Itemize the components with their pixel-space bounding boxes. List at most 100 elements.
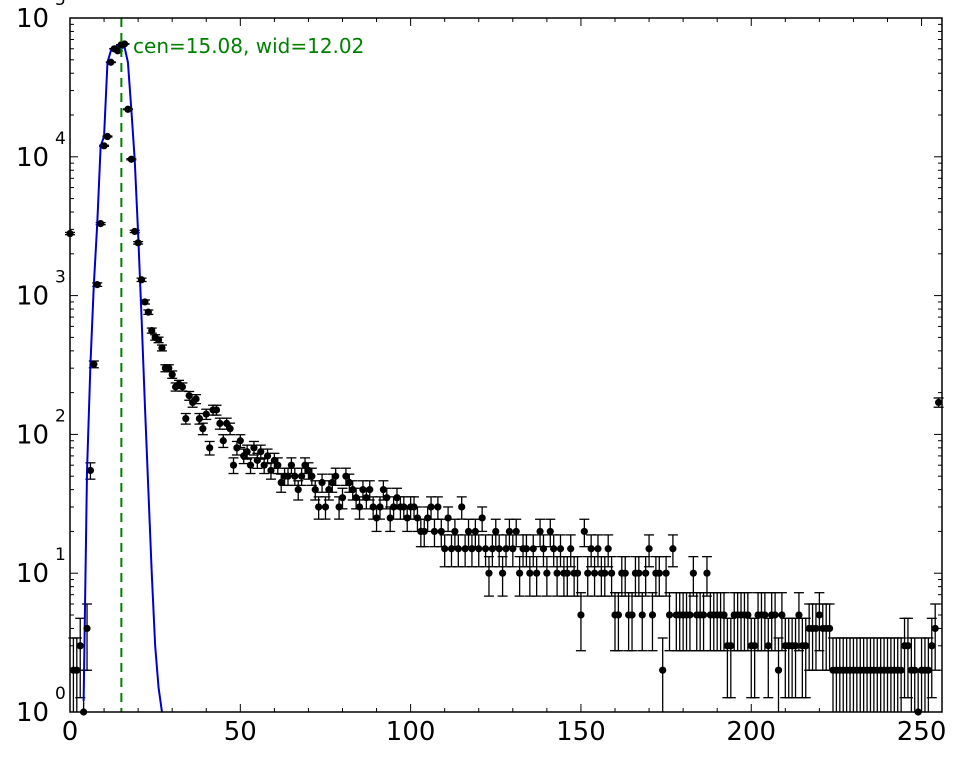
- data-point: [216, 419, 224, 428]
- data-point: [366, 486, 374, 494]
- data-point: [90, 360, 98, 368]
- data-point: [206, 444, 214, 452]
- data-point: [802, 642, 810, 650]
- data-point: [444, 514, 452, 522]
- data-point: [178, 383, 187, 391]
- data-point: [274, 461, 282, 469]
- data-point: [233, 444, 241, 452]
- data-point: [257, 448, 265, 456]
- data-point: [471, 527, 479, 536]
- data-point: [825, 624, 834, 633]
- data-point: [308, 472, 316, 480]
- data-point: [287, 461, 296, 469]
- data-point: [529, 545, 537, 553]
- data-point: [502, 545, 510, 553]
- y-tick-exponent: 1: [55, 545, 66, 565]
- data-point: [134, 239, 142, 247]
- data-point: [328, 478, 336, 487]
- data-point: [464, 527, 473, 536]
- data-point: [536, 527, 544, 536]
- data-point: [567, 545, 575, 553]
- data-point: [648, 611, 657, 619]
- x-tick-label: 200: [726, 717, 776, 747]
- data-point: [771, 611, 779, 619]
- data-point: [645, 545, 653, 553]
- error-bars: [65, 43, 944, 712]
- data-point: [539, 545, 548, 553]
- data-point: [934, 398, 943, 407]
- data-point: [812, 624, 820, 633]
- y-tick-label: 10: [16, 698, 49, 728]
- y-tick-label: 10: [16, 282, 49, 312]
- data-point: [791, 642, 800, 650]
- data-point: [590, 569, 599, 577]
- data-point: [410, 503, 418, 511]
- data-point: [434, 503, 442, 511]
- data-point: [911, 666, 919, 674]
- data-point: [553, 569, 561, 577]
- data-point: [263, 452, 272, 460]
- data-point: [124, 105, 132, 113]
- data-point: [120, 40, 129, 48]
- data-point: [315, 503, 323, 511]
- data-point: [325, 486, 333, 494]
- data-point: [478, 514, 486, 522]
- data-point: [699, 611, 708, 619]
- data-point: [451, 527, 459, 536]
- data-points: [66, 40, 943, 716]
- data-point: [86, 466, 95, 475]
- data-point: [369, 503, 377, 511]
- y-tick-label: 10: [16, 143, 49, 173]
- y-tick-label: 10: [16, 420, 49, 450]
- y-tick-label: 10: [16, 4, 49, 34]
- data-point: [420, 527, 428, 536]
- data-point: [665, 611, 674, 619]
- data-point: [761, 611, 769, 619]
- data-point: [202, 410, 210, 418]
- data-point: [223, 419, 231, 428]
- data-point: [127, 155, 135, 163]
- data-point: [107, 58, 115, 66]
- data-point: [137, 276, 146, 284]
- data-point: [924, 666, 932, 674]
- data-point: [573, 569, 582, 577]
- data-point: [219, 437, 227, 445]
- data-point: [229, 461, 238, 469]
- y-tick-exponent: 4: [55, 129, 66, 149]
- data-point: [195, 414, 204, 423]
- data-point: [727, 642, 735, 650]
- data-point: [584, 569, 592, 577]
- data-point: [141, 298, 149, 306]
- data-point: [342, 472, 350, 480]
- y-tick-exponent: 5: [55, 0, 66, 10]
- x-tick-label: 100: [386, 717, 436, 747]
- data-point: [253, 456, 261, 464]
- data-point: [372, 514, 381, 522]
- data-point: [430, 527, 439, 536]
- data-point: [556, 545, 565, 553]
- data-point: [764, 642, 772, 650]
- data-point: [441, 545, 449, 553]
- data-point: [103, 132, 112, 141]
- data-point: [744, 611, 752, 619]
- data-point: [243, 448, 251, 456]
- data-point: [277, 478, 285, 487]
- data-point: [338, 494, 347, 502]
- data-point: [168, 370, 176, 379]
- data-point: [352, 494, 360, 502]
- data-point: [165, 364, 173, 372]
- data-point: [199, 425, 207, 433]
- data-point: [628, 611, 636, 619]
- data-point: [533, 569, 541, 577]
- data-point: [359, 486, 367, 494]
- data-point: [379, 486, 387, 494]
- data-point: [815, 611, 823, 619]
- data-point: [454, 545, 462, 553]
- data-point: [355, 503, 364, 511]
- data-point: [659, 666, 667, 674]
- data-point: [897, 666, 905, 674]
- plot-background: [70, 18, 942, 712]
- data-point: [669, 545, 677, 553]
- data-point: [638, 611, 646, 619]
- data-point: [614, 611, 623, 619]
